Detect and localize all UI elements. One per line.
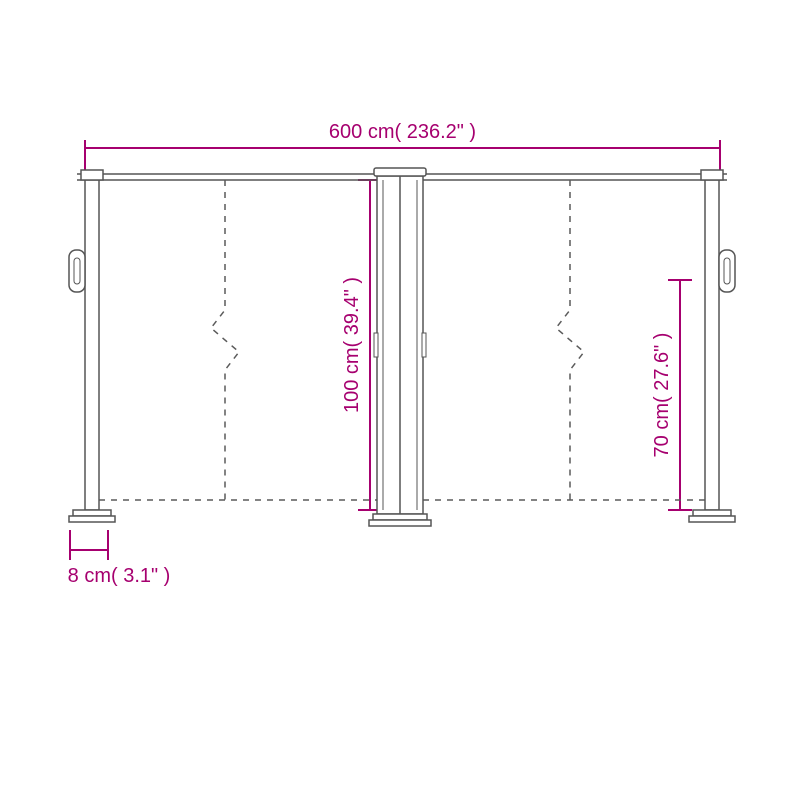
left-post-basefoot bbox=[69, 516, 115, 522]
center-bracket-left bbox=[374, 333, 378, 357]
right-post-basefoot bbox=[689, 516, 735, 522]
right-post-handle-slot bbox=[724, 258, 730, 284]
dimension-diagram: 600 cm( 236.2" ) 100 cm( 39.4" ) 70 cm( 27… bbox=[0, 0, 800, 800]
right-post-baseplate bbox=[693, 510, 731, 516]
break-line-left bbox=[211, 180, 239, 500]
left-post-handle-slot bbox=[74, 258, 80, 284]
left-post-topcap bbox=[81, 170, 103, 180]
dim-width-label: 600 cm( 236.2" ) bbox=[329, 121, 476, 143]
left-post-baseplate bbox=[73, 510, 111, 516]
dim-hcenter-label: 100 cm( 39.4" ) bbox=[341, 277, 363, 413]
dim-base-label: 8 cm( 3.1" ) bbox=[68, 565, 171, 587]
center-bracket-right bbox=[422, 333, 426, 357]
left-post-body bbox=[85, 180, 99, 510]
center-base bbox=[373, 514, 427, 520]
center-topcap bbox=[374, 168, 426, 176]
break-line-right bbox=[556, 180, 584, 500]
right-post-body bbox=[705, 180, 719, 510]
right-post-topcap bbox=[701, 170, 723, 180]
dim-hright-label: 70 cm( 27.6" ) bbox=[651, 333, 673, 458]
center-foot bbox=[369, 520, 431, 526]
